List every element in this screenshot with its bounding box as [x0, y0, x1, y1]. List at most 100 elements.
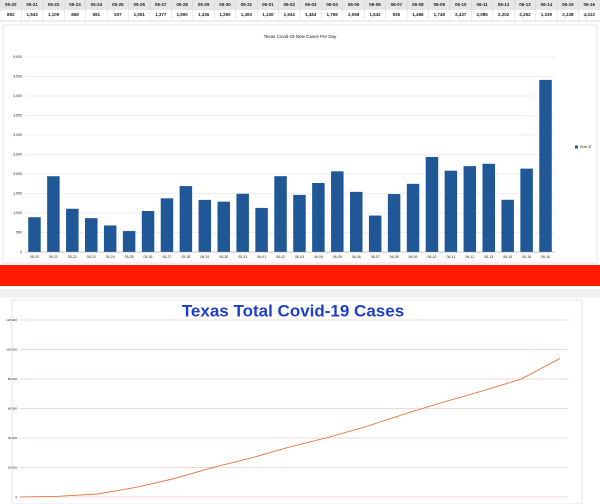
table-cell: 1,464: [305, 12, 317, 17]
x-tick-label: 06-04: [314, 255, 323, 259]
bar: [368, 215, 382, 252]
y-tick-label: 0: [15, 495, 17, 499]
table-header: 05-26: [134, 2, 146, 7]
table-header: 06-15: [562, 2, 574, 7]
y-tick-label: 120,000: [6, 318, 17, 322]
y-tick-label: 5,000: [13, 55, 22, 59]
table-header: 06-13: [519, 2, 531, 7]
x-tick-label: 06-07: [371, 255, 380, 259]
table-cell: 2,138: [562, 12, 574, 17]
x-tick-label: 05-28: [181, 255, 190, 259]
bar: [103, 225, 117, 252]
red-band: [0, 265, 600, 286]
bar: [66, 208, 79, 252]
bar: [236, 193, 249, 252]
table-cell: 1,690: [177, 12, 189, 17]
bar: [350, 191, 363, 252]
table-cell: 1,944: [284, 12, 296, 17]
sheet-header-row: [0, 289, 600, 298]
table-header: 06-03: [305, 2, 317, 7]
table-cell: 1,377: [155, 12, 167, 17]
bar: [444, 170, 458, 252]
table-cell: 1,486: [412, 12, 424, 17]
table-header: 06-14: [541, 2, 553, 7]
table-header: 05-21: [26, 2, 38, 7]
y-tick-label: 60,000: [8, 406, 18, 410]
table-cell: 2,437: [455, 12, 467, 17]
x-tick-label: 05-26: [144, 255, 153, 259]
table-cell: 1,339: [541, 12, 553, 17]
x-tick-label: 05-27: [162, 255, 171, 259]
table-header: 05-24: [91, 2, 103, 7]
y-tick-label: 1,000: [13, 211, 22, 215]
table-header: 05-27: [155, 2, 167, 7]
table-header: 05-30: [219, 2, 231, 7]
y-tick-label: 2,000: [13, 172, 22, 176]
table-cell: 1,336: [198, 12, 210, 17]
bar: [520, 168, 533, 252]
table-header: 06-01: [262, 2, 274, 7]
y-tick-label: 1,500: [13, 191, 22, 195]
table-cell: 1,130: [262, 12, 274, 17]
legend-label: Row 37: [580, 145, 592, 149]
x-tick-label: 06-03: [295, 255, 304, 259]
table-cell: 1,493: [241, 12, 253, 17]
bar: [331, 171, 344, 252]
table-cell: 2,068: [348, 12, 360, 17]
x-tick-label: 05-25: [125, 255, 134, 259]
x-tick-label: 06-05: [333, 255, 342, 259]
table-header: 06-16: [584, 2, 596, 7]
y-tick-label: 4,500: [13, 74, 22, 78]
x-tick-label: 06-06: [352, 255, 361, 259]
bar: [160, 198, 174, 252]
table-cell: 935: [393, 12, 401, 17]
x-tick-label: 06-10: [427, 255, 436, 259]
table-cell: 1,943: [27, 12, 39, 17]
bar: [85, 218, 98, 252]
table-cell: 868: [71, 12, 79, 17]
x-tick-label: 06-15: [522, 255, 531, 259]
table-header: 06-09: [434, 2, 446, 7]
x-tick-label: 06-01: [257, 255, 266, 259]
x-tick-label: 05-21: [49, 255, 58, 259]
x-tick-label: 06-13: [484, 255, 493, 259]
bar: [255, 207, 268, 252]
table-cell: 537: [114, 12, 122, 17]
table-header: 06-11: [477, 2, 489, 7]
table-header: 05-22: [48, 2, 60, 7]
y-tick-label: 100,000: [6, 347, 17, 351]
bar: [179, 186, 193, 252]
bar: [122, 231, 136, 252]
bar: [482, 163, 495, 252]
table-header: 06-08: [412, 2, 424, 7]
table-cell: 1,290: [219, 12, 231, 17]
x-tick-label: 05-31: [238, 255, 247, 259]
bar-chart-title: Texas Covid-19 New Cases Per Day: [264, 34, 338, 39]
table-cell: 2,085: [477, 12, 489, 17]
table-header: 05-20: [5, 2, 17, 7]
table-cell: 4,413: [584, 12, 596, 17]
table-header: 05-29: [198, 2, 210, 7]
table-header: 06-10: [455, 2, 467, 7]
y-tick-label: 2,500: [13, 152, 22, 156]
x-tick-label: 06-14: [503, 255, 512, 259]
bar: [312, 183, 325, 252]
table-header: 05-25: [112, 2, 124, 7]
x-tick-label: 06-08: [390, 255, 399, 259]
table-header: 05-31: [241, 2, 253, 7]
bar: [501, 199, 514, 252]
y-tick-label: 3,500: [13, 113, 22, 117]
bar: [425, 156, 439, 252]
table-cell: 892: [7, 12, 15, 17]
table-header: 05-28: [176, 2, 188, 7]
table-cell: 2,202: [498, 12, 510, 17]
x-tick-label: 06-12: [465, 255, 474, 259]
y-tick-label: 0: [20, 250, 22, 254]
y-tick-label: 4,000: [13, 94, 22, 98]
bar: [141, 211, 155, 252]
y-tick-label: 80,000: [8, 377, 18, 381]
bar: [28, 217, 41, 252]
x-tick-label: 06-02: [276, 255, 285, 259]
x-tick-label: 05-29: [200, 255, 209, 259]
